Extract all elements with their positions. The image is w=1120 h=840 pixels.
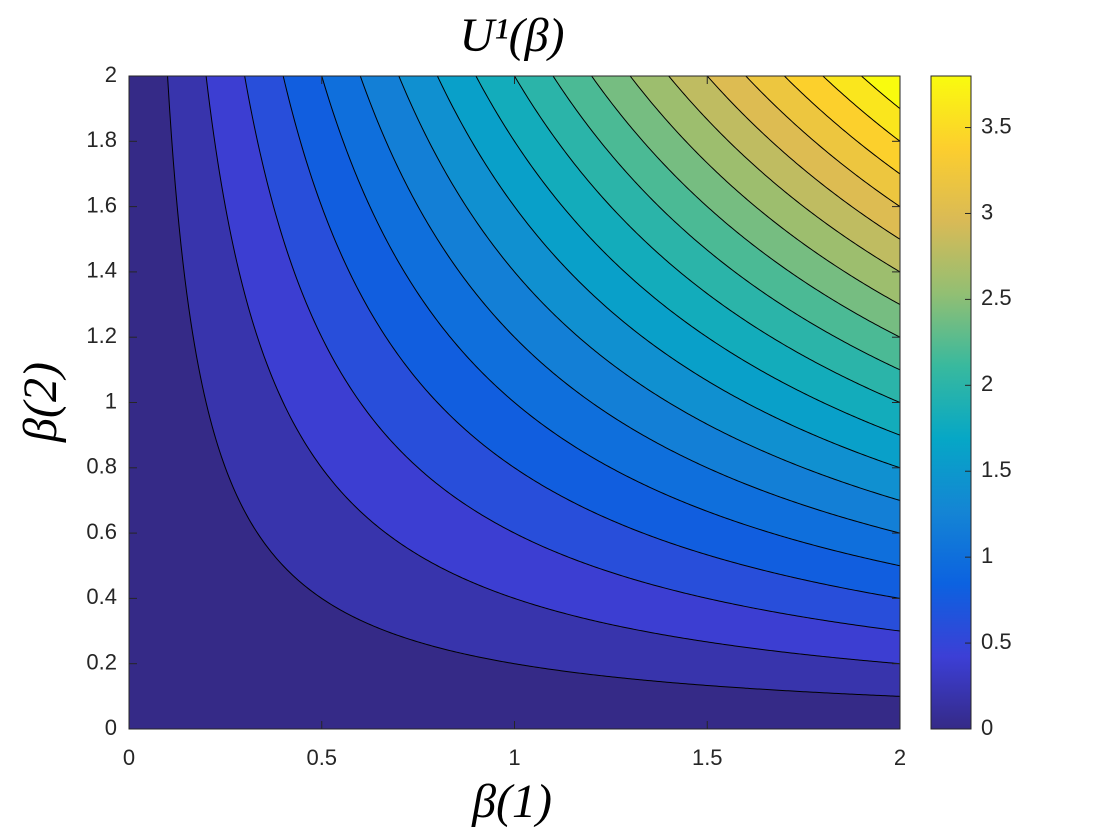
- contour-line: [359, 76, 900, 534]
- chart-title: U¹(β): [460, 9, 565, 62]
- contour-line: [745, 76, 900, 208]
- colorbar-tick-label: 3.5: [981, 113, 1012, 138]
- x-tick-label: 1.5: [692, 745, 723, 770]
- y-tick-label: 0.8: [86, 454, 117, 479]
- colorbar-tick-label: 1.5: [981, 457, 1012, 482]
- plot-area: [129, 76, 900, 729]
- y-tick-label: 1.4: [86, 258, 117, 283]
- contour-line: [514, 76, 900, 403]
- y-tick-label: 1.8: [86, 127, 117, 152]
- y-tick-label: 0: [105, 715, 117, 740]
- y-tick-label: 0.4: [86, 584, 117, 609]
- y-tick-label: 1: [105, 388, 117, 413]
- y-tick-label: 1.6: [86, 192, 117, 217]
- contour-line: [668, 76, 900, 273]
- contour-line: [436, 76, 900, 469]
- y-tick-label: 0.2: [86, 650, 117, 675]
- contour-line: [706, 76, 900, 240]
- y-tick-label: 0.6: [86, 519, 117, 544]
- contour-band: [129, 76, 900, 174]
- contour-line: [244, 76, 900, 632]
- contour-line: [552, 76, 900, 371]
- x-axis-label: β(1): [471, 775, 552, 828]
- contour-line: [629, 76, 900, 305]
- contour-line: [822, 76, 900, 142]
- colorbar: [930, 75, 972, 730]
- colorbar-tick-label: 1: [981, 543, 993, 568]
- contour-line: [398, 76, 900, 501]
- contour-band: [129, 76, 900, 305]
- contour-line: [591, 76, 900, 338]
- contour-line: [167, 76, 900, 697]
- colorbar-tick-label: 0: [981, 715, 993, 740]
- x-tick-label: 0: [123, 745, 135, 770]
- colorbar-tick-label: 3: [981, 199, 993, 224]
- contour-line: [475, 76, 900, 436]
- x-tick-label: 0.5: [306, 745, 337, 770]
- colorbar-tick-label: 2.5: [981, 285, 1012, 310]
- contour-line: [282, 76, 900, 599]
- contour-line: [321, 76, 900, 567]
- contour-line: [783, 76, 900, 175]
- y-axis-label: β(2): [14, 362, 67, 443]
- y-tick-label: 1.2: [86, 323, 117, 348]
- x-tick-label: 1: [508, 745, 520, 770]
- colorbar-tick-label: 2: [981, 371, 993, 396]
- contour-line: [205, 76, 900, 665]
- y-tick-label: 2: [105, 62, 117, 87]
- colorbar-tick-label: 0.5: [981, 629, 1012, 654]
- x-tick-label: 2: [894, 745, 906, 770]
- contour-line: [861, 76, 900, 110]
